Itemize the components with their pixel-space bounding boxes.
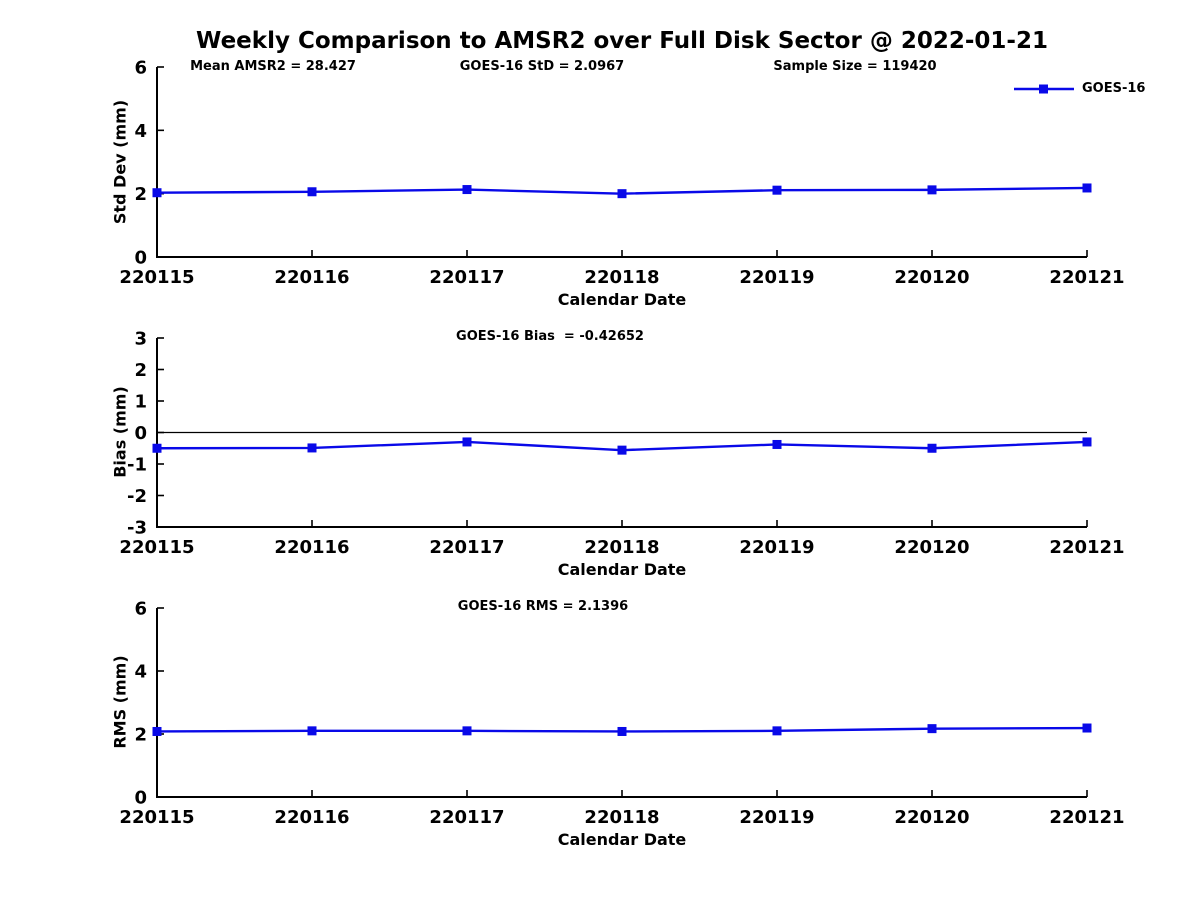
bias-data-point (152, 443, 162, 453)
rms-series-GOES-16 (152, 723, 1092, 736)
bias-x-tick-label: 220116 (274, 537, 349, 558)
bias-series-GOES-16 (152, 437, 1092, 455)
bias-data-point (927, 443, 937, 453)
bias-data-point (462, 437, 472, 447)
rms-y-tick-label: 6 (134, 599, 147, 620)
bias-x-axis-label: Calendar Date (557, 560, 687, 579)
rms-y-tick-label: 2 (134, 725, 147, 746)
bias-y-tick-label: -2 (127, 486, 147, 507)
std_dev-series-GOES-16 (152, 183, 1092, 199)
bias-x-tick-label: 220118 (584, 537, 659, 558)
annotation-goes-std: GOES-16 StD = 2.0967 (459, 59, 625, 74)
rms-x-tick-label: 220116 (274, 807, 349, 828)
figure-title: Weekly Comparison to AMSR2 over Full Dis… (196, 28, 1048, 54)
bias-y-tick-label: 1 (134, 392, 147, 413)
std_dev-x-tick-label: 220117 (429, 267, 504, 288)
bias-x-tick-label: 220117 (429, 537, 504, 558)
bias-x-tick-label: 220121 (1049, 537, 1124, 558)
rms-data-point (927, 724, 937, 734)
bias-data-point (617, 445, 627, 455)
annotation-mean-amsr2: Mean AMSR2 = 28.427 (190, 59, 356, 74)
legend-line-marker-icon (1014, 84, 1074, 93)
annotation-goes-rms: GOES-16 RMS = 2.1396 (457, 599, 629, 614)
rms-x-axis-label: Calendar Date (557, 830, 687, 849)
rms-data-point (307, 726, 317, 736)
rms-y-tick-label: 0 (134, 788, 147, 809)
rms-axes: 0 2 4 6 220115 220116 220117 220118 220119 220120… (119, 599, 1124, 829)
std_dev-data-point (152, 188, 162, 198)
rms-chart: 0 2 4 6 220115 220116 220117 220118 220119 220120… (119, 599, 1124, 829)
rms-y-tick-label: 4 (134, 662, 147, 683)
annotation-sample-size: Sample Size = 119420 (773, 59, 937, 74)
std_dev-data-point (617, 189, 627, 199)
legend: GOES-16 (1013, 80, 1145, 97)
std_dev-x-tick-label: 220115 (119, 267, 194, 288)
bias-chart: -3 -2 -1 0 1 2 3 220115 220116 220117 220118 220119… (119, 329, 1124, 559)
rms-x-tick-label: 220120 (894, 807, 969, 828)
bias-axes: -3 -2 -1 0 1 2 3 220115 220116 220117 220118 220119… (119, 329, 1124, 559)
std_dev-data-point (462, 185, 472, 195)
std_dev-x-tick-label: 220116 (274, 267, 349, 288)
annotation-goes-bias: GOES-16 Bias = -0.42652 (456, 329, 644, 344)
std_dev-x-tick-label: 220118 (584, 267, 659, 288)
bias-y-tick-label: -3 (127, 518, 147, 539)
bias-x-tick-label: 220115 (119, 537, 194, 558)
std_dev-x-tick-label: 220119 (739, 267, 814, 288)
rms-x-tick-label: 220119 (739, 807, 814, 828)
std_dev-data-point (772, 185, 782, 195)
std_dev-data-point (1082, 183, 1092, 193)
legend-label: GOES-16 (1082, 81, 1146, 96)
bias-y-tick-label: -1 (127, 455, 147, 476)
rms-x-tick-label: 220117 (429, 807, 504, 828)
std_dev-y-tick-label: 4 (134, 121, 147, 142)
bias-data-point (1082, 437, 1092, 447)
rms-data-point (1082, 723, 1092, 733)
bias-x-tick-label: 220120 (894, 537, 969, 558)
std_dev-data-point (927, 185, 937, 195)
std_dev-x-tick-label: 220120 (894, 267, 969, 288)
bias-data-point (772, 439, 782, 449)
rms-data-point (462, 726, 472, 736)
rms-data-point (772, 726, 782, 736)
bias-data-point (307, 443, 317, 453)
rms-x-tick-label: 220118 (584, 807, 659, 828)
std_dev-y-tick-label: 6 (134, 58, 147, 79)
bias-y-tick-label: 0 (134, 423, 147, 444)
rms-data-point (152, 726, 162, 736)
rms-x-tick-label: 220121 (1049, 807, 1124, 828)
bias-x-tick-label: 220119 (739, 537, 814, 558)
bias-y-tick-label: 2 (134, 360, 147, 381)
std_dev-data-point (307, 187, 317, 197)
std_dev-axes: 0 2 4 6 220115 220116 220117 220118 220119 220120… (119, 58, 1124, 289)
std_dev-chart: 0 2 4 6 220115 220116 220117 220118 220119 220120… (119, 58, 1124, 289)
stddev-x-axis-label: Calendar Date (557, 290, 687, 309)
std_dev-y-tick-label: 2 (134, 184, 147, 205)
std_dev-y-tick-label: 0 (134, 248, 147, 269)
rms-data-point (617, 726, 627, 736)
bias-y-tick-label: 3 (134, 329, 147, 350)
std_dev-x-tick-label: 220121 (1049, 267, 1124, 288)
rms-x-tick-label: 220115 (119, 807, 194, 828)
